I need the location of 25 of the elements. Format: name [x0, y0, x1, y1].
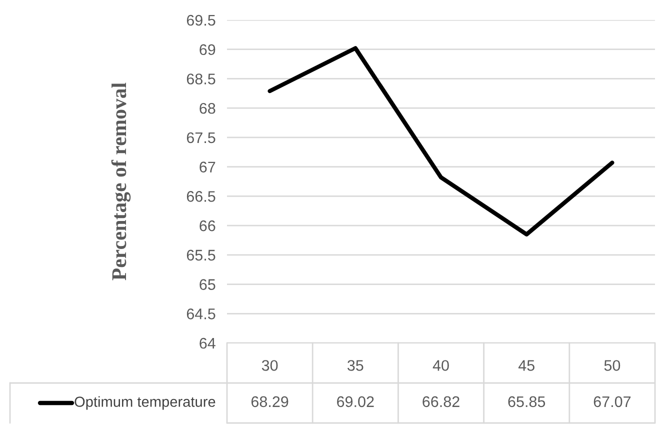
y-tick-label: 68	[200, 102, 216, 114]
y-tick-label: 65.5	[186, 250, 216, 261]
y-axis-title: Percentage of removal	[111, 82, 131, 280]
y-tick-label: 69.5	[186, 14, 216, 26]
x-tick-label: 30	[262, 360, 278, 371]
data-label: 65.85	[508, 396, 546, 408]
y-tick-label: 69	[200, 44, 216, 56]
x-tick-label: 35	[347, 360, 364, 371]
y-tick-label: 67	[200, 162, 216, 173]
data-label: 66.82	[422, 396, 460, 408]
data-label: 69.02	[337, 396, 374, 408]
y-tick-label: 65	[200, 279, 216, 290]
data-label: 68.29	[251, 396, 288, 408]
y-tick-label: 66	[200, 220, 216, 232]
legend-label: Optimum temperature	[74, 396, 216, 410]
y-tick-label: 66.5	[186, 191, 216, 202]
y-tick-label: 68.5	[186, 74, 216, 84]
y-tick-label: 67.5	[186, 132, 216, 144]
x-tick-label: 45	[518, 360, 534, 371]
data-label: 67.07	[594, 396, 631, 408]
y-tick-label: 64.5	[186, 308, 216, 320]
x-tick-label: 40	[432, 360, 449, 371]
line-series	[268, 46, 614, 236]
x-tick-label: 50	[604, 360, 620, 371]
y-tick-label: 64	[200, 338, 216, 349]
